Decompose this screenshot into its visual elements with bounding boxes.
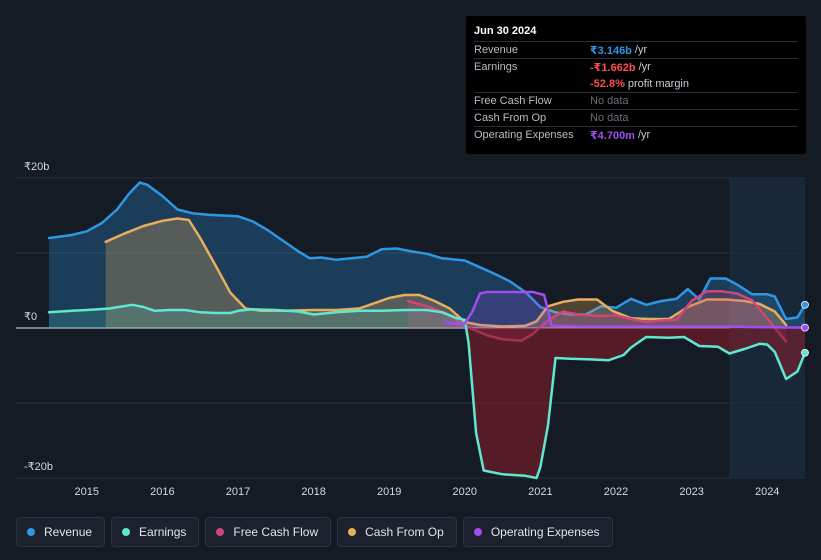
earnings-area-positive: [49, 304, 805, 328]
x-tick-label: 2021: [528, 486, 552, 498]
x-tick-label: 2017: [226, 486, 250, 498]
tooltip-row: -52.8% profit margin: [474, 75, 798, 92]
opex-area: [445, 292, 805, 328]
x-tick-label: 2024: [755, 486, 779, 498]
x-tick-label: 2022: [604, 486, 628, 498]
tooltip-row: Cash From Op No data: [474, 109, 798, 126]
tooltip-row-unit: profit margin: [627, 77, 689, 90]
cfo-area: [105, 218, 787, 328]
revenue-line: [47, 181, 807, 321]
legend-item-operating-expenses[interactable]: Operating Expenses: [462, 517, 613, 547]
x-tick-label: 2023: [679, 486, 703, 498]
legend-item-revenue[interactable]: Revenue: [16, 517, 106, 547]
tooltip-row-label: Operating Expenses: [474, 129, 574, 141]
legend-dot-icon: [348, 528, 357, 536]
earnings-area-negative: [49, 328, 805, 478]
x-tick-label: 2016: [150, 486, 174, 498]
x-tick-label: 2019: [377, 486, 401, 498]
legend-item-earnings[interactable]: Earnings: [111, 517, 200, 547]
tooltip-row-unit: /yr: [638, 61, 651, 73]
opex-line: [444, 290, 807, 329]
tooltip-row-value: ₹4.700m: [590, 129, 635, 142]
revenue-area: [49, 182, 805, 328]
tooltip-rows: Revenue ₹3.146b/yr Earnings -₹1.662b/yr -52.…: [474, 41, 798, 143]
data-tooltip: Jun 30 2024 Revenue ₹3.146b/yr Earnings -₹1…: [466, 16, 806, 154]
legend-dot-icon: [27, 528, 35, 536]
y-tick-label: ₹0: [24, 311, 37, 323]
tooltip-row-value: -52.8%: [590, 77, 625, 90]
tooltip-date: Jun 30 2024: [474, 25, 537, 37]
tooltip-row-unit: /yr: [634, 44, 648, 56]
tooltip-row-value: ₹3.146b: [590, 44, 632, 57]
legend-item-free-cash-flow[interactable]: Free Cash Flow: [205, 517, 332, 547]
legend-dot-icon: [216, 528, 225, 536]
tooltip-row-value: No data: [590, 112, 629, 124]
series-end-markers: [801, 300, 809, 357]
tooltip-row-label: Revenue: [474, 44, 519, 56]
x-tick-label: 2015: [75, 486, 99, 498]
cfo-line: [104, 217, 788, 328]
x-axis-labels: 2015 2016 2017 2018 2019 2020 2021 2022 2023 2024: [75, 486, 780, 498]
tooltip-row: Operating Expenses ₹4.700m/yr: [474, 126, 798, 143]
tooltip-row-label: Free Cash Flow: [474, 95, 552, 107]
legend-label: Cash From Op: [365, 525, 444, 539]
tooltip-row: Revenue ₹3.146b/yr: [474, 41, 798, 58]
x-tick-label: 2020: [453, 486, 477, 498]
y-axis-labels: ₹20b ₹0 -₹20b: [24, 161, 53, 473]
legend-dot-icon: [473, 528, 482, 536]
tooltip-row-label: Earnings: [474, 61, 518, 73]
tooltip-row: Earnings -₹1.662b/yr: [474, 58, 798, 75]
x-tick-label: 2018: [301, 486, 325, 498]
tooltip-row-value: No data: [590, 95, 629, 107]
tooltip-row-unit: /yr: [637, 129, 651, 141]
legend-label: Earnings: [139, 525, 187, 539]
revenue-end-marker: [801, 300, 809, 309]
legend-dot-icon: [122, 528, 131, 536]
legend-label: Operating Expenses: [490, 525, 600, 539]
legend-label: Revenue: [44, 525, 93, 539]
y-tick-label: -₹20b: [24, 461, 53, 473]
chart-legend: Revenue Earnings Free Cash Flow Cash From O…: [16, 517, 613, 549]
tooltip-row: Free Cash Flow No data: [474, 92, 798, 109]
opex-end-marker: [801, 323, 809, 332]
y-tick-label: ₹20b: [24, 161, 49, 173]
earnings-line: [47, 303, 807, 480]
legend-label: Free Cash Flow: [233, 525, 319, 539]
tooltip-row-value: -₹1.662b: [590, 61, 636, 74]
chart-series-layer: [47, 181, 807, 480]
earnings-end-marker: [801, 348, 809, 357]
legend-item-cash-from-op[interactable]: Cash From Op: [337, 517, 457, 547]
tooltip-row-label: Cash From Op: [474, 112, 547, 124]
